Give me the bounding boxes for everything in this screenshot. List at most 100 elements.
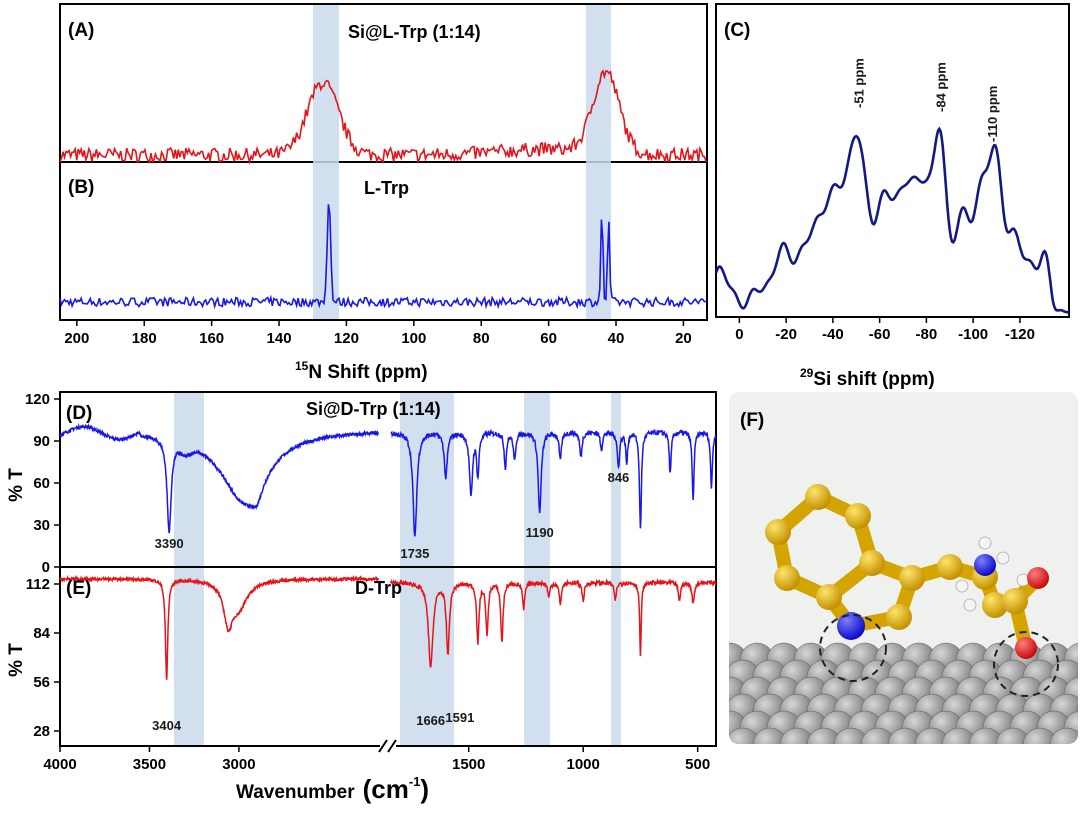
si29-tick-label: -20 (775, 326, 797, 343)
si-atom (1022, 727, 1058, 744)
oxygen-atom (1027, 567, 1049, 589)
hydrogen-atom (963, 598, 977, 612)
ftir-x-axis-title: Wavenumber (cm-1) (236, 774, 429, 804)
ftir-e-ytick-label: 112 (26, 576, 50, 593)
trace-si29 (714, 126, 1070, 314)
si-atom (729, 727, 761, 744)
si29-x-axis-ticks: 0 -20 -40 -60 -80 -100 -120 (735, 317, 1035, 343)
si-atom (806, 727, 842, 744)
si-atom (968, 727, 1004, 744)
panel-d-y-label: % T (6, 468, 27, 502)
carbon-atom (774, 565, 800, 591)
n15-tick-label: 120 (334, 330, 359, 347)
trace-si-d-trp (59, 422, 717, 537)
carbon-atom (1002, 588, 1028, 614)
molecule-panel: (F) (729, 392, 1078, 744)
panel-letter-a: (A) (68, 20, 94, 41)
ftir-xtick-label: 4000 (43, 756, 76, 773)
hydrogen-atom (996, 551, 1010, 565)
panel-letter-e: (E) (66, 578, 91, 599)
ftir-x-axis-ticks: 4000 3500 3000 1500 1000 500 (43, 746, 710, 773)
si-atom (887, 727, 923, 744)
interaction-circle-n (819, 614, 887, 682)
n15-tick-label: 60 (540, 330, 557, 347)
ftir-e-ytick-label: 56 (33, 674, 50, 691)
n15-tick-label: 40 (608, 330, 625, 347)
n15-axis-title: 15N Shift (ppm) (295, 359, 428, 383)
tryptophan-molecule (765, 484, 1049, 659)
si-atom (752, 727, 788, 744)
n15-tick-label: 80 (473, 330, 490, 347)
band-ftir-3 (524, 393, 550, 745)
ftir-e-peak-label: 3404 (152, 718, 182, 733)
si29-tick-label: 0 (735, 326, 743, 343)
si-atom (833, 727, 869, 744)
nitrogen-atom (837, 612, 865, 640)
oxygen-atom (1015, 637, 1037, 659)
ftir-d-ytick-label: 120 (25, 391, 50, 408)
si-atom (941, 727, 977, 744)
carbon-atom (859, 550, 885, 576)
si-atom (860, 727, 896, 744)
n15-panel-group: (A) Si@L-Trp (1:14) (B) L-Trp 200 180 160 1… (59, 3, 708, 383)
n15-tick-label: 140 (267, 330, 292, 347)
si29-peak-label: -51 ppm (852, 58, 867, 108)
n15-tick-label: 180 (132, 330, 157, 347)
ftir-d-ytick-label: 60 (33, 475, 50, 492)
ftir-xtick-label: 1000 (567, 756, 600, 773)
carbon-atom (982, 592, 1008, 618)
panel-b-title: L-Trp (364, 178, 409, 198)
si29-peak-label: -110 ppm (985, 86, 1000, 142)
carbon-atom (816, 584, 842, 610)
si29-peak-labels: -51 ppm -84 ppm -110 ppm (852, 58, 1000, 142)
si-atom (1076, 693, 1078, 729)
panel-letter-f: (F) (740, 410, 764, 431)
n15-tick-label: 100 (401, 330, 426, 347)
trace-si-l-trp (59, 69, 707, 165)
panel-letter-d: (D) (66, 403, 92, 424)
carbon-atom (765, 519, 791, 545)
si29-tick-label: -40 (822, 326, 844, 343)
ftir-d-peak-label: 1190 (526, 525, 554, 540)
si29-tick-label: -100 (958, 326, 988, 343)
panel-letter-c: (C) (724, 20, 750, 41)
carbon-atom (886, 604, 912, 630)
si29-tick-label: -60 (869, 326, 891, 343)
band-ftir-1 (174, 393, 204, 745)
carbon-atom (937, 554, 963, 580)
panel-a-title: Si@L-Trp (1:14) (348, 22, 481, 42)
ftir-panel-group: (D) Si@D-Trp (1:14) (E) D-Trp 3390 1735 11… (6, 391, 717, 804)
ftir-d-ytick-label: 90 (33, 433, 50, 450)
ftir-d-peak-label: 3390 (155, 536, 184, 551)
carbon-atom (805, 484, 831, 510)
ftir-d-peak-label: 1735 (400, 546, 429, 561)
ftir-d-ytick-label: 0 (42, 559, 50, 576)
ftir-peak-annotations: 3390 1735 1190 846 3404 1666 1591 (152, 470, 629, 733)
si29-tick-label: -80 (916, 326, 938, 343)
n15-tick-label: 20 (675, 330, 692, 347)
ftir-d-ytick-label: 30 (33, 517, 50, 534)
si-atom (779, 727, 815, 744)
si-atom (995, 727, 1031, 744)
si29-panel-group: (C) -51 ppm -84 ppm -110 ppm 0 -20 -40 -60 -80… (714, 3, 1070, 390)
ftir-xtick-label: 500 (685, 756, 710, 773)
panel-e-title: D-Trp (355, 578, 402, 598)
si29-peak-label: -84 ppm (933, 62, 948, 112)
trace-d-trp (59, 574, 717, 680)
si29-axis-title: 29Si shift (ppm) (800, 366, 935, 390)
ftir-e-ytick-label: 84 (33, 625, 50, 642)
ftir-e-peak-label: 1591 (445, 710, 474, 725)
n15-tick-label: 200 (64, 330, 89, 347)
ftir-e-peak-label: 1666 (416, 713, 445, 728)
amine-nitrogen-atom (974, 554, 996, 576)
si-atom (1049, 727, 1078, 744)
si29-tick-label: -120 (1005, 326, 1035, 343)
hydrogen-atom (978, 536, 992, 550)
ftir-xtick-label: 3000 (222, 756, 255, 773)
trace-l-trp (59, 204, 707, 310)
si-atom (914, 727, 950, 744)
silicon-surface (729, 642, 1078, 744)
si-atom (1076, 659, 1078, 695)
